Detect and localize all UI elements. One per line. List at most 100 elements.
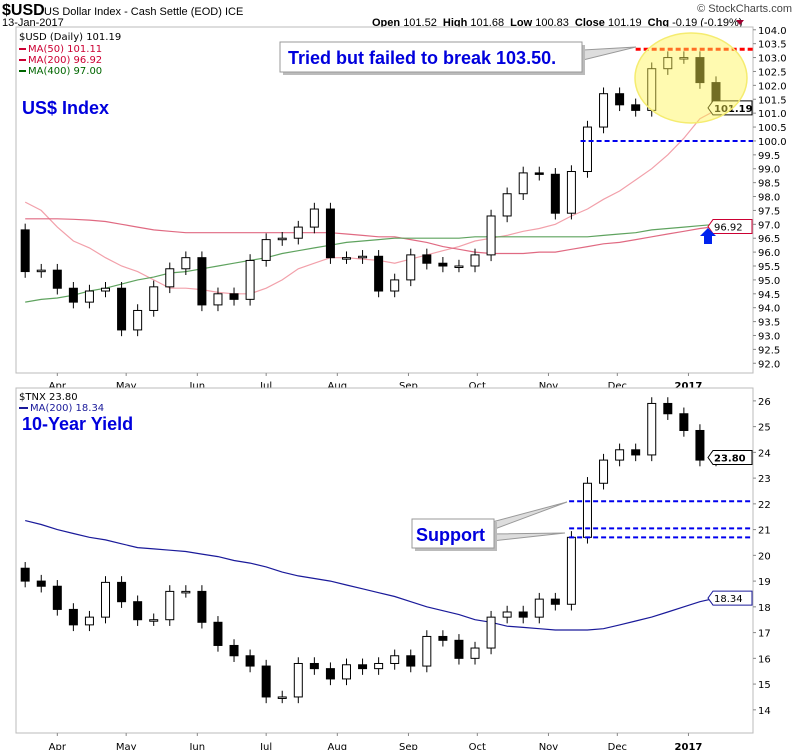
y-tick-label: 96.0 [758, 248, 780, 259]
support-box [411, 518, 495, 549]
x-tick-label: May [116, 381, 137, 392]
x-tick-label: Oct [469, 381, 486, 392]
y-tick-label: 23 [758, 474, 771, 485]
candle-body [84, 290, 94, 303]
candle [149, 280, 159, 317]
candle-body [422, 254, 432, 264]
candle [534, 592, 544, 624]
y-tick-label: 96.5 [758, 234, 780, 245]
candle [695, 51, 705, 89]
candle [261, 233, 271, 267]
candle [181, 585, 191, 598]
candle-body [663, 57, 673, 70]
x-tick-label: Jun [188, 742, 205, 750]
y-tick-label: 92.5 [758, 345, 780, 356]
candle [454, 259, 464, 273]
candle [550, 168, 560, 220]
candle-body [406, 655, 416, 667]
candle [117, 576, 127, 608]
candle [615, 443, 625, 467]
x-tick-label: May [116, 742, 137, 750]
candle-body [695, 57, 705, 84]
candle-body [197, 257, 207, 306]
value-tag-text: 101.19 [714, 104, 753, 115]
candle-body [213, 293, 223, 306]
symbol-title: $USD [2, 2, 45, 19]
y-tick-label: 22 [758, 500, 771, 511]
legend-tnx: $TNX 23.80 [19, 392, 78, 403]
candle-body [550, 173, 560, 214]
y-tick-label: 17 [758, 629, 771, 640]
candle-body [277, 237, 287, 241]
value-tag: 18.34 [707, 590, 753, 606]
candle [309, 202, 319, 234]
candle-body [615, 449, 625, 461]
candle-body [68, 608, 78, 626]
y-tick-label: 20 [758, 551, 771, 562]
candle-body [534, 172, 544, 175]
candle-body [647, 402, 657, 456]
chg-label: Chg [648, 17, 669, 29]
candle [390, 649, 400, 670]
down-triangle-icon [736, 20, 744, 25]
legend-ma50: MA(50) 101.11 [28, 44, 102, 55]
candle [647, 397, 657, 462]
open-label: Open [372, 17, 400, 29]
candle-body [293, 226, 303, 239]
candle [438, 256, 448, 273]
candle-body [325, 668, 335, 680]
candle [631, 443, 641, 462]
low-value: 100.83 [535, 17, 569, 29]
candle-body [599, 93, 609, 128]
candle [566, 531, 576, 611]
candle-body [36, 580, 46, 587]
x-tick-label: 2017 [675, 742, 703, 750]
ma-line-ma200 [25, 520, 717, 631]
candle-body [566, 171, 576, 214]
x-tick-label: Jul [259, 381, 272, 392]
x-tick-label: Aug [328, 381, 348, 392]
candle [133, 304, 143, 337]
y-tick-label: 100.5 [758, 123, 787, 134]
svg-text:Open 101.52 High: Open 101.52 High 101.68 Low 100.83 Close… [372, 17, 742, 29]
y-tick-label: 94.5 [758, 290, 780, 301]
candle [695, 424, 705, 467]
candle-body [261, 239, 271, 261]
candle [293, 657, 303, 704]
candle [117, 282, 127, 337]
candle [101, 576, 111, 624]
candle-body [518, 611, 528, 618]
value-tag: 96.92 [707, 219, 753, 235]
x-tick-label: Aug [328, 742, 348, 750]
value-tag: 23.80 [707, 450, 753, 466]
candle-body [358, 664, 368, 670]
candle [374, 250, 384, 298]
callout-break-text: Tried but failed to break 103.50. [288, 48, 556, 68]
candle [502, 187, 512, 223]
y-tick-label: 94.0 [758, 304, 780, 315]
candle-body [84, 616, 94, 626]
candle [52, 580, 62, 616]
candle-body [615, 93, 625, 106]
candle [438, 630, 448, 647]
candle-body [309, 662, 319, 670]
usd-index-title: US$ Index [22, 98, 109, 118]
y-tick-label: 97.0 [758, 220, 780, 231]
candle [20, 223, 30, 278]
value-tag-text: 18.34 [714, 594, 743, 605]
candle-body [293, 662, 303, 698]
x-tick-label: Nov [539, 381, 559, 392]
value-tag-box [707, 450, 753, 466]
low-label: Low [510, 17, 532, 29]
candle-body [390, 655, 400, 664]
candle [470, 641, 480, 665]
y-tick-label: 99.5 [758, 151, 780, 162]
candle-body [566, 536, 576, 605]
candle-body [374, 662, 384, 670]
value-tag-text: 96.92 [714, 223, 743, 234]
candle-body [486, 616, 496, 649]
y-tick-label: 97.5 [758, 206, 780, 217]
candle-body [534, 598, 544, 618]
candle-body [101, 287, 111, 292]
